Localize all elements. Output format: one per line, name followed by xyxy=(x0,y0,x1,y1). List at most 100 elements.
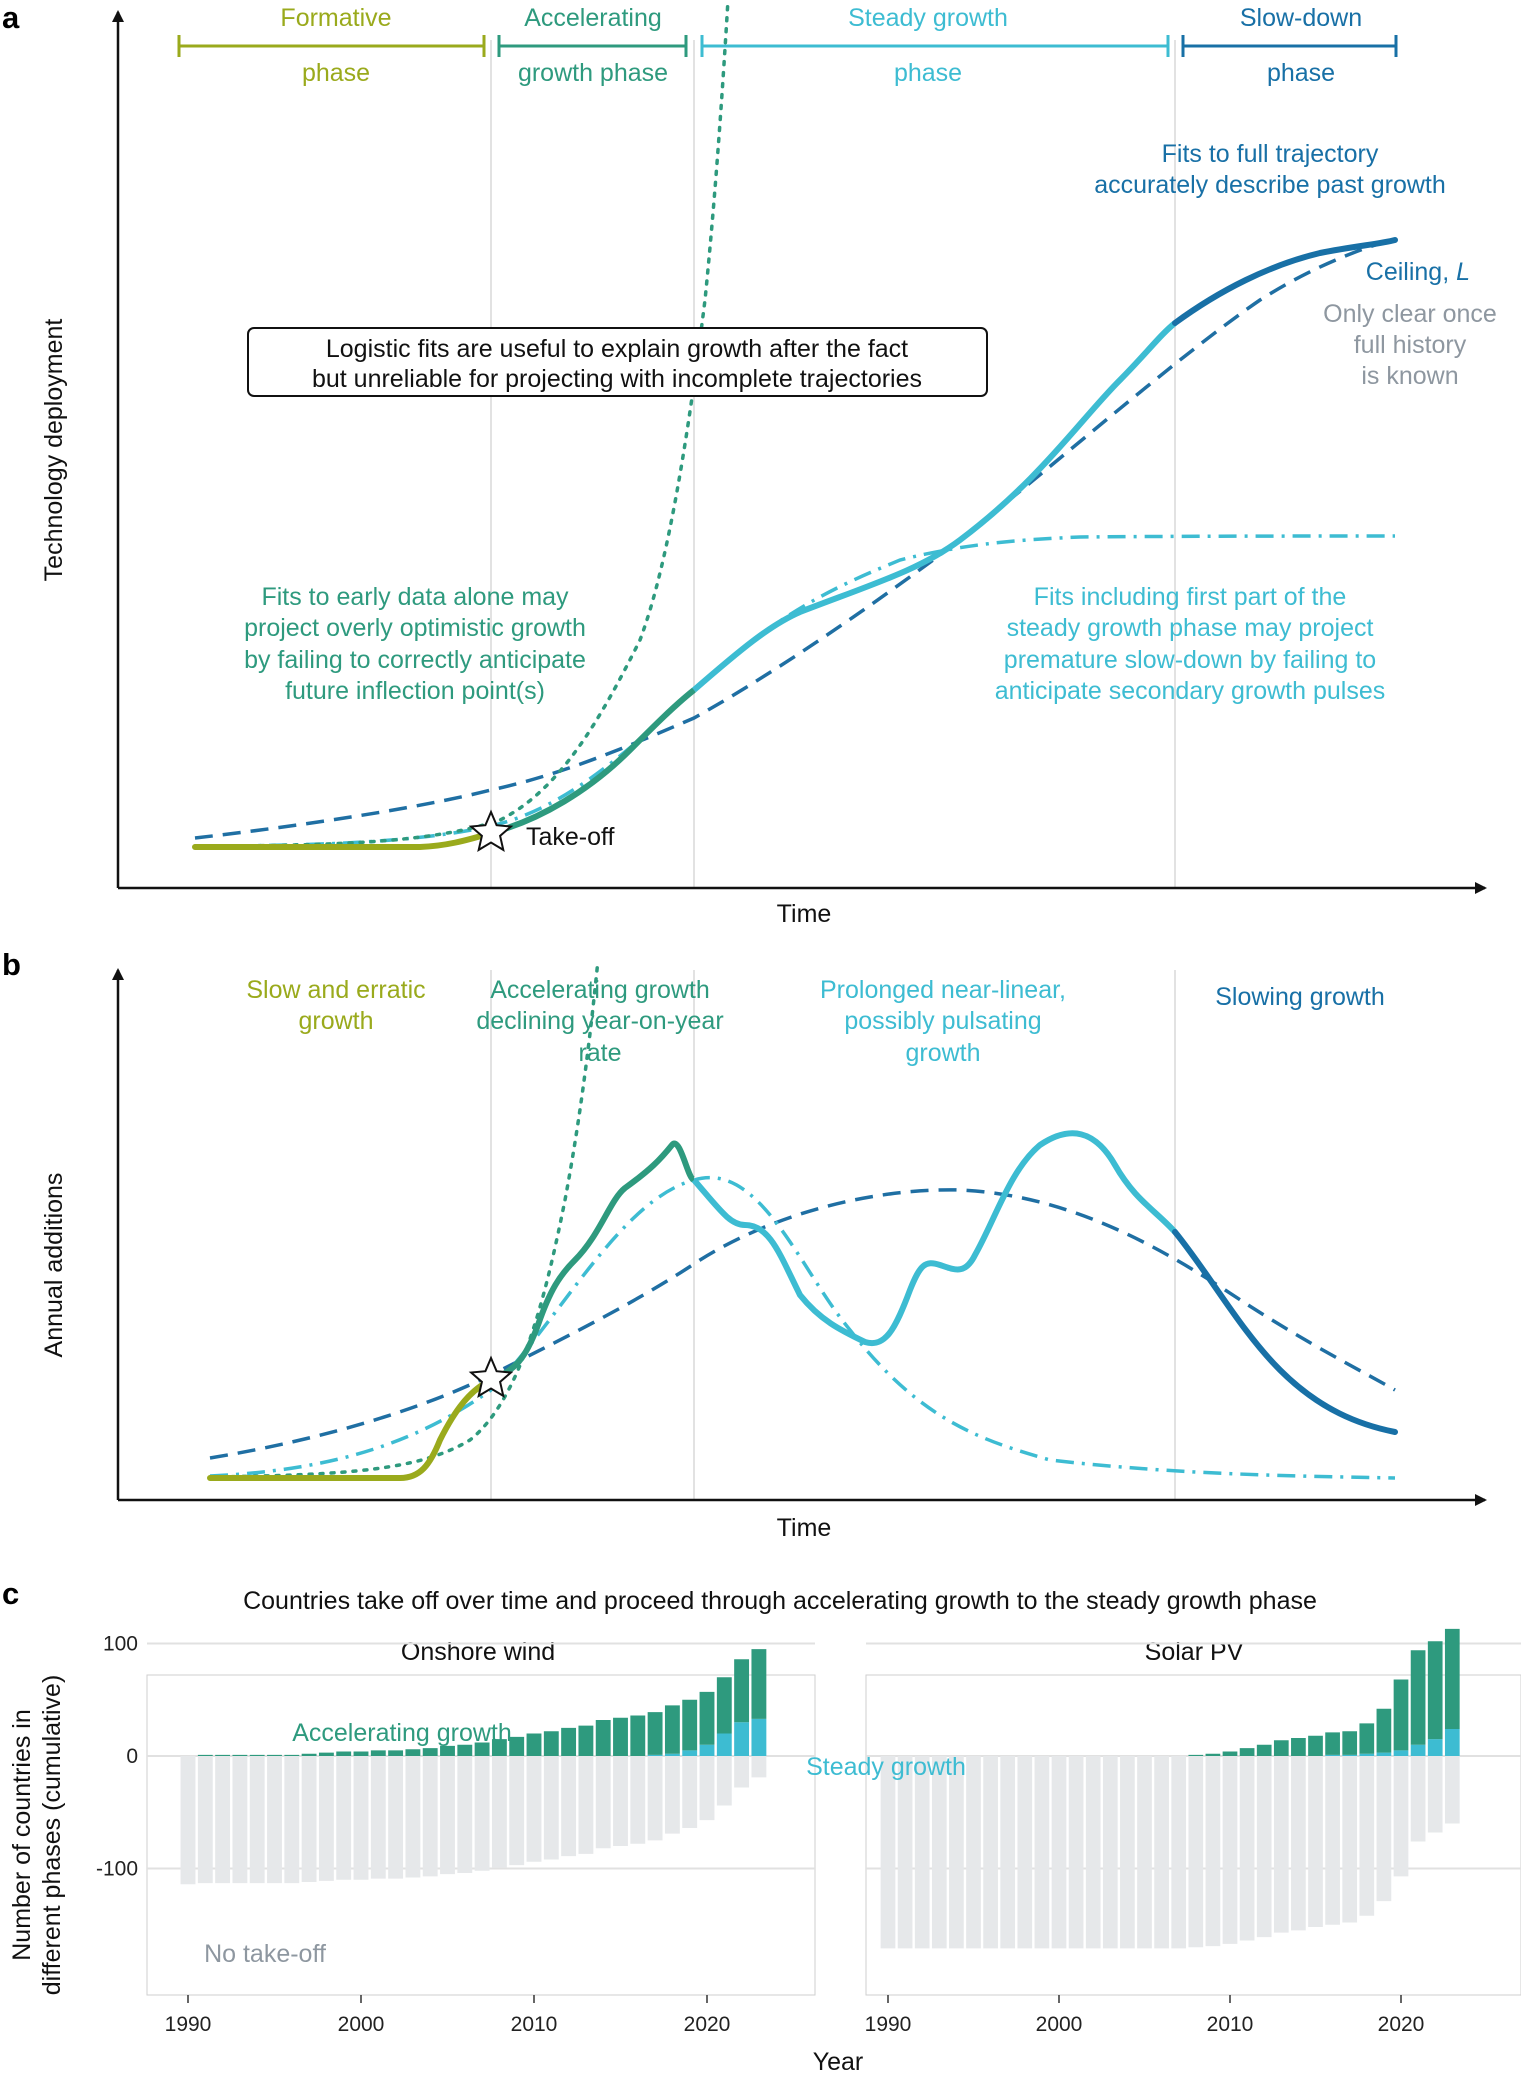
panel-a: a Formative phase Accelerating growth ph… xyxy=(2,0,1497,928)
bar-accelerating-onshore-wind-2023 xyxy=(751,1649,767,1719)
bar-no-takeoff-onshore-wind-2011 xyxy=(543,1756,559,1860)
label-no-takeoff: No take-off xyxy=(204,1940,326,1968)
bar-no-takeoff-solar-pv-1992 xyxy=(914,1756,930,1949)
bar-accelerating-onshore-wind-2015 xyxy=(613,1717,628,1756)
early-fit-note-4: future inflection point(s) xyxy=(285,677,545,705)
bar-accelerating-onshore-wind-2001 xyxy=(370,1750,386,1756)
bar-accelerating-onshore-wind-2019 xyxy=(682,1699,698,1751)
bar-no-takeoff-solar-pv-2004 xyxy=(1120,1756,1135,1949)
bar-no-takeoff-solar-pv-2009 xyxy=(1205,1756,1221,1947)
bar-no-takeoff-onshore-wind-2001 xyxy=(370,1756,386,1879)
bar-accelerating-onshore-wind-1993 xyxy=(232,1754,248,1756)
panel-c: c Countries take off over time and proce… xyxy=(2,1576,1521,2075)
bar-accelerating-solar-pv-2012 xyxy=(1256,1744,1272,1756)
bar-accelerating-onshore-wind-2008 xyxy=(491,1739,507,1756)
x-axis-title-c: Year xyxy=(813,2048,864,2075)
phase-label-formative-1: Formative xyxy=(280,4,391,32)
bar-no-takeoff-onshore-wind-2012 xyxy=(561,1756,577,1857)
bar-accelerating-solar-pv-2008 xyxy=(1188,1754,1204,1756)
phase-bracket-accelerating: Accelerating growth phase xyxy=(497,4,688,87)
bar-no-takeoff-onshore-wind-1997 xyxy=(301,1756,317,1882)
takeoff-star-icon-a xyxy=(468,809,514,852)
bar-steady-onshore-wind-2020 xyxy=(699,1744,715,1756)
phase-label-slowdown-2: phase xyxy=(1267,59,1335,87)
bar-no-takeoff-onshore-wind-2004 xyxy=(422,1756,438,1877)
subplot-solar-pv: Solar PV 1990 2000 2010 2020 xyxy=(865,1628,1521,2036)
bar-no-takeoff-onshore-wind-2014 xyxy=(595,1756,611,1849)
bar-no-takeoff-solar-pv-2005 xyxy=(1137,1756,1152,1949)
bar-accelerating-onshore-wind-1994 xyxy=(249,1754,265,1756)
bar-no-takeoff-onshore-wind-1996 xyxy=(284,1756,300,1884)
bar-no-takeoff-solar-pv-1995 xyxy=(966,1756,981,1949)
bar-no-takeoff-solar-pv-1996 xyxy=(983,1756,998,1949)
bar-accelerating-onshore-wind-2014 xyxy=(595,1720,611,1756)
trajectory-steady-a xyxy=(692,320,1177,693)
bar-no-takeoff-solar-pv-1999 xyxy=(1034,1756,1050,1949)
x-tick-label-onshore-wind-2020: 2020 xyxy=(684,2013,731,2036)
x-tick-label-solar-pv-1990: 1990 xyxy=(865,2013,912,2036)
phase-label-steady-1: Steady growth xyxy=(848,4,1008,32)
bar-no-takeoff-onshore-wind-2013 xyxy=(578,1756,594,1854)
bar-no-takeoff-onshore-wind-1999 xyxy=(336,1756,352,1880)
bar-no-takeoff-solar-pv-1991 xyxy=(897,1756,913,1949)
bar-accelerating-solar-pv-2013 xyxy=(1273,1740,1289,1756)
trajectory-slowdown-b xyxy=(1172,1229,1398,1435)
full-fit-note-1: Fits to full trajectory xyxy=(1162,140,1379,168)
bar-no-takeoff-onshore-wind-1990 xyxy=(180,1756,196,1885)
x-tick-label-solar-pv-2000: 2000 xyxy=(1036,2013,1083,2036)
bar-no-takeoff-solar-pv-2000 xyxy=(1051,1756,1067,1949)
bar-no-takeoff-onshore-wind-2002 xyxy=(388,1756,404,1879)
bar-no-takeoff-solar-pv-2007 xyxy=(1171,1756,1187,1949)
bar-steady-solar-pv-2021 xyxy=(1410,1744,1426,1756)
phase-label-accelerating-2: growth phase xyxy=(518,59,668,87)
bar-no-takeoff-solar-pv-2020 xyxy=(1393,1756,1409,1877)
phase-bracket-slowdown: Slow-down phase xyxy=(1181,4,1398,87)
bar-accelerating-solar-pv-2020 xyxy=(1393,1679,1409,1751)
bar-no-takeoff-solar-pv-1994 xyxy=(949,1756,964,1949)
early-fit-note-1: Fits to early data alone may xyxy=(261,583,569,611)
bar-no-takeoff-onshore-wind-2020 xyxy=(699,1756,715,1821)
bar-accelerating-onshore-wind-2003 xyxy=(405,1749,421,1756)
phase-bracket-steady: Steady growth phase xyxy=(700,4,1170,87)
panel-letter-a: a xyxy=(2,0,20,35)
bar-steady-onshore-wind-2022 xyxy=(734,1722,750,1756)
bar-accelerating-onshore-wind-2016 xyxy=(630,1715,646,1756)
bar-steady-onshore-wind-2021 xyxy=(716,1733,732,1756)
bar-accelerating-solar-pv-2018 xyxy=(1359,1723,1375,1754)
bar-steady-solar-pv-2016 xyxy=(1325,1754,1340,1756)
bar-accelerating-solar-pv-2016 xyxy=(1325,1732,1340,1755)
bar-no-takeoff-onshore-wind-2005 xyxy=(440,1756,455,1875)
panel-b: b Annual additions Time Slow and erratic… xyxy=(2,947,1487,1542)
bar-no-takeoff-solar-pv-2011 xyxy=(1239,1756,1255,1941)
bar-accelerating-onshore-wind-2009 xyxy=(509,1736,525,1756)
x-tick-label-onshore-wind-1990: 1990 xyxy=(165,2013,212,2036)
bar-accelerating-onshore-wind-2017 xyxy=(647,1712,663,1755)
bar-no-takeoff-solar-pv-2014 xyxy=(1291,1756,1306,1931)
panel-letter-b: b xyxy=(2,947,21,982)
bar-no-takeoff-onshore-wind-2019 xyxy=(682,1756,698,1828)
bar-no-takeoff-onshore-wind-2015 xyxy=(613,1756,628,1846)
trajectory-slowdown-a xyxy=(1172,237,1398,326)
trajectory-steady-b xyxy=(691,1130,1178,1347)
formative-note-2: growth xyxy=(298,1007,373,1035)
bar-no-takeoff-onshore-wind-2017 xyxy=(647,1756,663,1841)
steady-note-1: Prolonged near-linear, xyxy=(820,976,1066,1004)
bar-steady-solar-pv-2019 xyxy=(1376,1752,1392,1756)
early-fit-dotted-b xyxy=(208,958,600,1479)
bar-no-takeoff-solar-pv-2021 xyxy=(1410,1756,1426,1842)
bar-accelerating-solar-pv-2015 xyxy=(1308,1735,1323,1756)
steady-fit-note-2: steady growth phase may project xyxy=(1007,614,1374,642)
bar-steady-solar-pv-2020 xyxy=(1393,1750,1409,1756)
panel-c-title: Countries take off over time and proceed… xyxy=(243,1587,1317,1615)
bar-no-takeoff-onshore-wind-2000 xyxy=(353,1756,369,1880)
y-tick-label-100: 100 xyxy=(103,1633,138,1656)
bar-steady-solar-pv-2017 xyxy=(1342,1754,1358,1756)
accel-note-3: rate xyxy=(578,1039,621,1067)
bar-accelerating-onshore-wind-2006 xyxy=(457,1744,473,1756)
bar-no-takeoff-solar-pv-2022 xyxy=(1427,1756,1443,1833)
bar-steady-onshore-wind-2023 xyxy=(751,1718,767,1756)
takeoff-label: Take-off xyxy=(526,823,615,851)
steady-fit-note-1: Fits including first part of the xyxy=(1034,583,1347,611)
bar-no-takeoff-onshore-wind-2018 xyxy=(664,1756,680,1834)
bar-no-takeoff-onshore-wind-1992 xyxy=(215,1756,231,1884)
